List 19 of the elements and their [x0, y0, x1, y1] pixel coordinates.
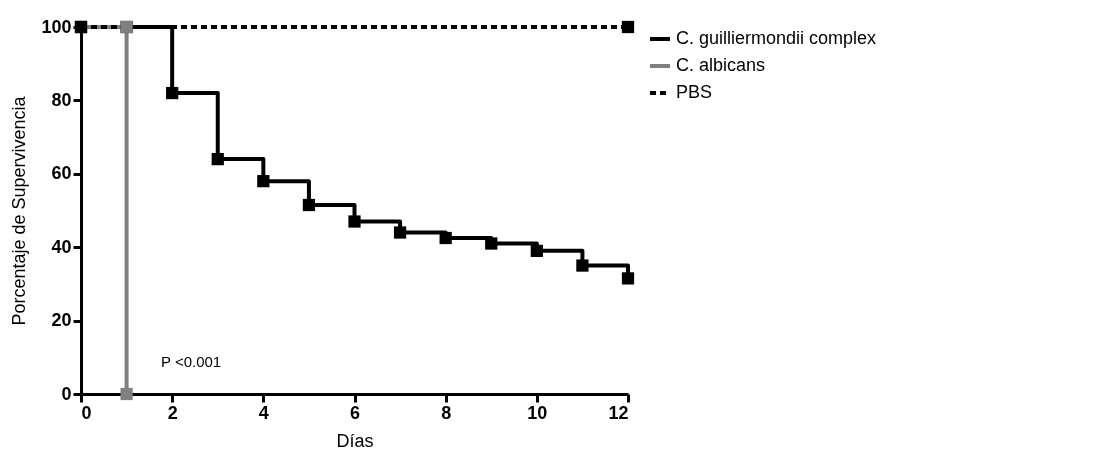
- x-tick-label: 0: [81, 402, 92, 423]
- y-axis-title: Porcentaje de Supervivencia: [9, 95, 30, 326]
- x-tick-label: 6: [349, 402, 361, 423]
- legend-label: C. albicans: [676, 55, 766, 75]
- x-tick-label: 4: [258, 402, 269, 423]
- y-tick-label: 20: [51, 310, 72, 331]
- legend-label: PBS: [676, 82, 713, 102]
- y-tick-label: 100: [41, 16, 72, 37]
- x-tick-label: 2: [167, 402, 178, 423]
- x-tick-label: 8: [441, 402, 452, 423]
- x-axis-title: Días: [336, 430, 374, 451]
- y-tick-label: 60: [51, 163, 72, 184]
- annotation: P <0.001: [161, 353, 222, 370]
- x-tick-label: 12: [608, 402, 629, 423]
- y-tick-label: 80: [51, 89, 72, 110]
- y-tick-label: 40: [51, 236, 72, 257]
- y-tick-label: 0: [61, 383, 72, 404]
- x-tick-label: 10: [527, 402, 548, 423]
- legend-label: C. guilliermondii complex: [676, 28, 877, 48]
